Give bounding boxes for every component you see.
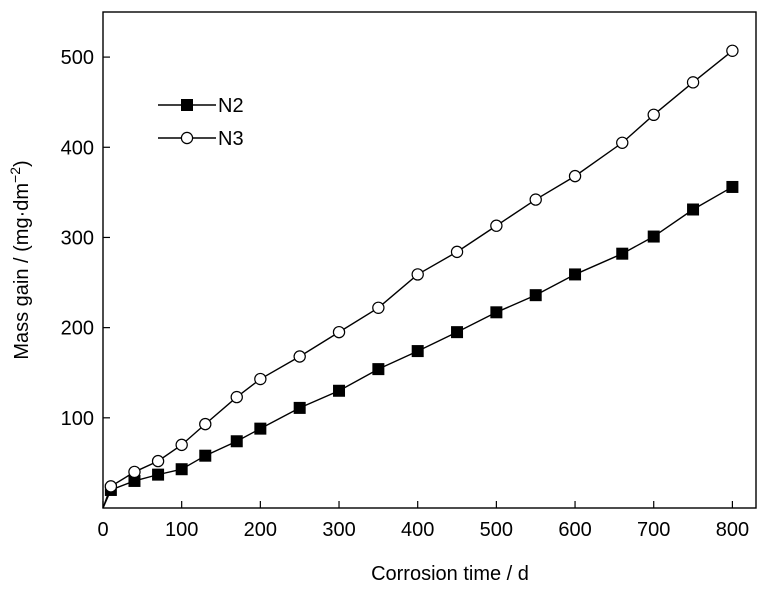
y-axis-ticks: 100 200 300 400 500 (61, 47, 110, 430)
data-point-n3 (128, 465, 141, 479)
axes-layer (102, 11, 757, 509)
y-tick-label: 200 (61, 318, 94, 340)
data-point-n2 (569, 268, 582, 281)
data-point-n2 (490, 306, 503, 319)
data-point-n3 (647, 108, 660, 122)
data-point-n3 (726, 44, 739, 57)
data-point-n2 (199, 449, 212, 462)
y-axis-title-suffix: ) (11, 160, 33, 167)
data-point-legend-n3 (180, 131, 194, 145)
data-point-n2 (726, 180, 739, 193)
data-point-n2 (152, 468, 165, 481)
data-point-n2 (372, 363, 385, 376)
data-point-n3 (490, 219, 503, 232)
data-point-n3 (529, 193, 542, 206)
y-tick-label: 100 (61, 408, 94, 430)
x-tick-label: 200 (244, 519, 277, 541)
x-tick-label: 500 (480, 519, 513, 541)
x-axis-ticks: 0 100 200 300 400 500 600 700 800 (97, 501, 749, 541)
data-point-n2 (254, 422, 267, 435)
data-point-n2 (333, 384, 346, 397)
series-layer (102, 44, 739, 509)
y-tick-label: 300 (61, 227, 94, 249)
y-tick-label: 500 (61, 47, 94, 69)
y-axis-title-superscript: −2 (7, 167, 23, 183)
y-axis-title: Mass gain / (mg·dm−2) (7, 160, 33, 359)
data-point-n3 (151, 454, 165, 468)
data-point-n2 (529, 289, 542, 302)
data-point-n3 (568, 169, 582, 183)
legend-item-n3: N3 (158, 128, 244, 150)
legend-item-n2: N2 (158, 95, 244, 117)
data-point-n3 (616, 136, 629, 149)
data-point-n3 (199, 417, 212, 431)
plot-frame (102, 11, 757, 509)
x-tick-label: 600 (558, 519, 591, 541)
legend-label-n3: N3 (218, 128, 244, 150)
data-point-n3 (104, 480, 118, 493)
legend-label-n2: N2 (218, 95, 244, 117)
data-point-n2 (647, 230, 660, 243)
data-point-legend-n2 (181, 99, 193, 111)
data-point-n3 (411, 268, 424, 281)
data-point-n2 (411, 345, 424, 358)
data-point-n2 (451, 326, 464, 339)
data-point-n2 (687, 203, 700, 216)
x-tick-label: 100 (165, 519, 198, 541)
data-point-n3 (450, 245, 464, 259)
x-tick-label: 400 (401, 519, 434, 541)
data-point-n3 (230, 390, 243, 404)
legend: N2 N3 (158, 95, 244, 150)
x-tick-label: 0 (97, 519, 108, 541)
data-point-n3 (254, 372, 267, 386)
data-point-n2 (616, 247, 629, 260)
data-point-n3 (372, 301, 385, 314)
data-point-n3 (332, 325, 346, 339)
data-point-n3 (293, 350, 306, 363)
x-tick-label: 300 (322, 519, 355, 541)
y-axis-title-prefix: Mass gain / (mg·dm (11, 183, 33, 360)
x-tick-label: 700 (637, 519, 670, 541)
data-point-n2 (175, 463, 188, 476)
data-point-n3 (686, 76, 700, 89)
x-tick-label: 800 (716, 519, 749, 541)
data-point-n2 (293, 401, 306, 414)
y-tick-label: 400 (61, 137, 94, 159)
data-point-n3 (175, 438, 188, 452)
series-n3 (102, 44, 739, 509)
series-n2 (102, 180, 739, 509)
data-point-n2 (230, 435, 243, 448)
x-axis-title: Corrosion time / d (371, 563, 529, 585)
